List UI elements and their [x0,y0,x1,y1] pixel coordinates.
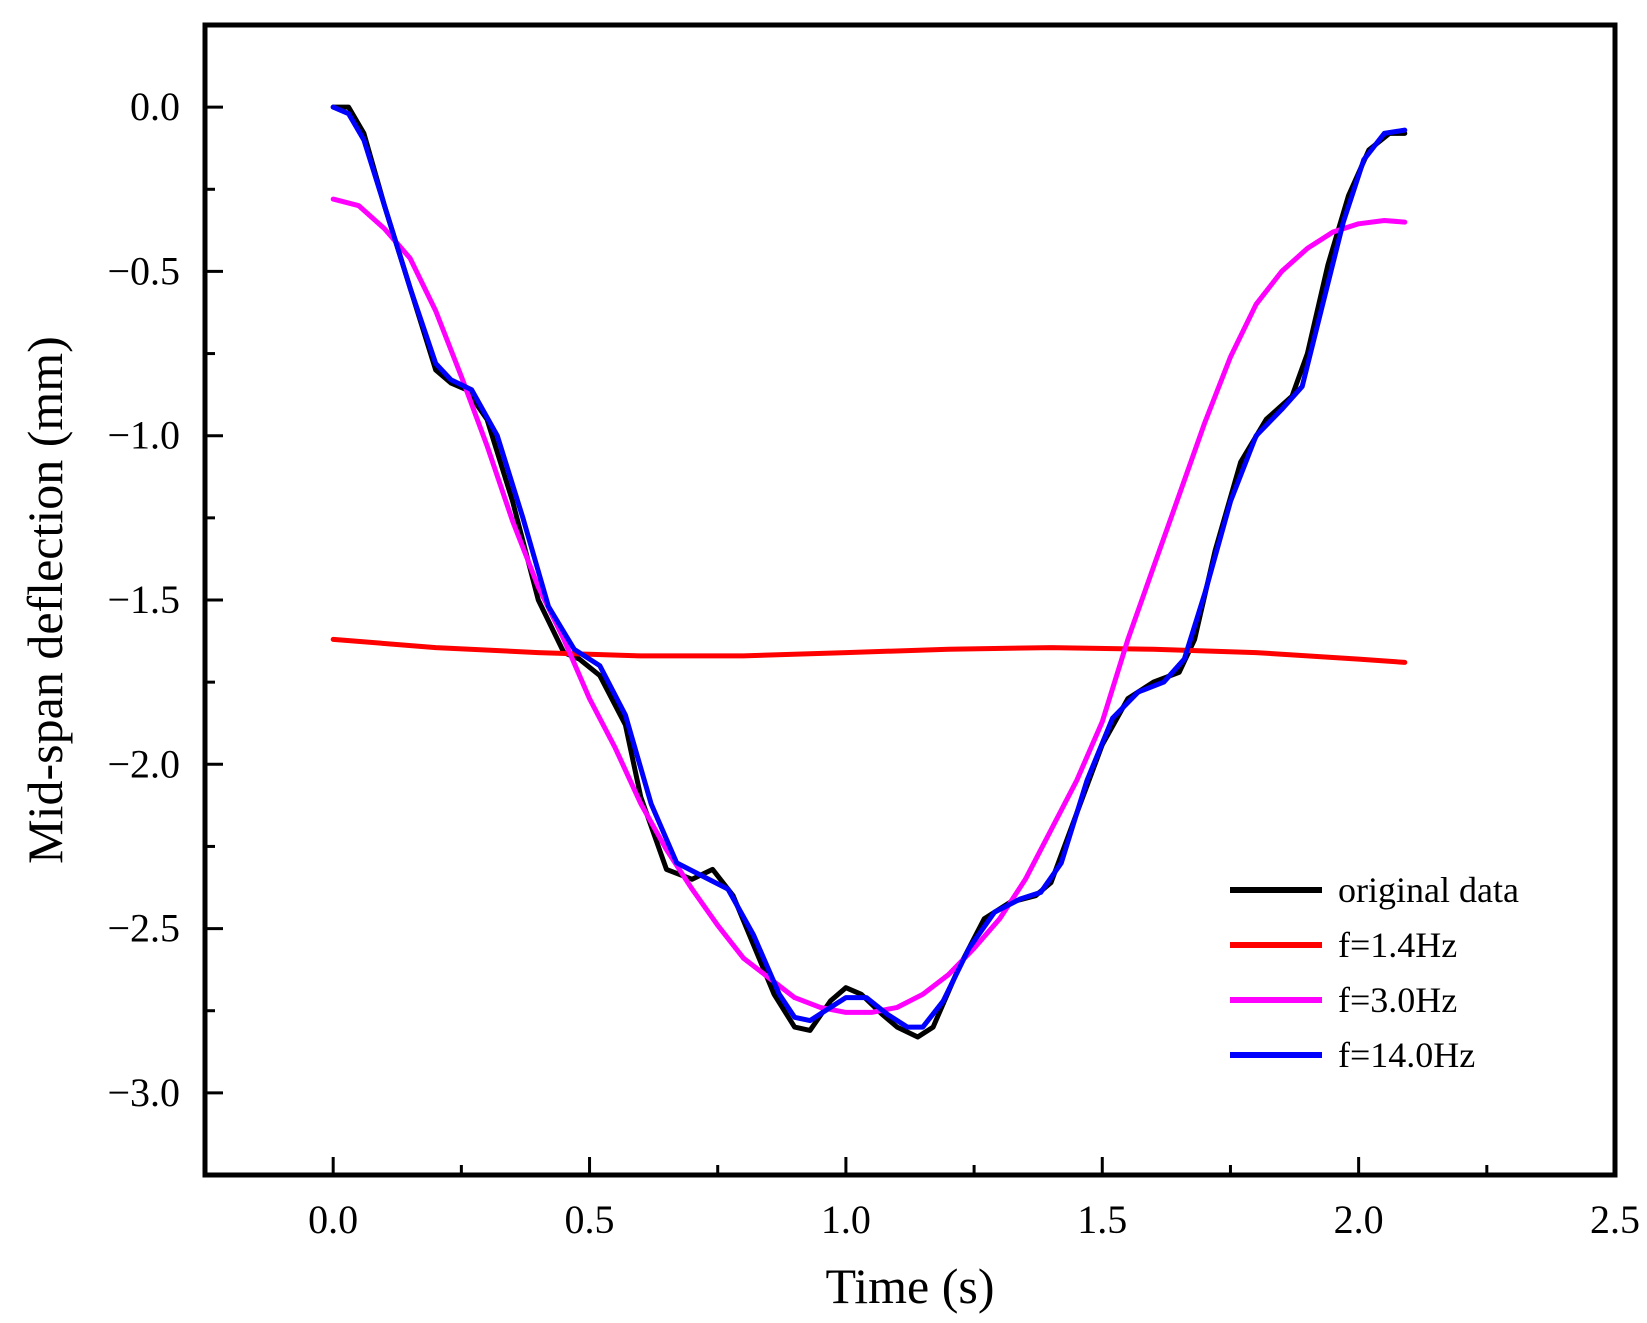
y-tick-label: −1.5 [107,577,180,622]
series-line-3 [330,104,1408,1030]
legend: original data f=1.4Hz f=3.0Hz f=14.0Hz [1230,870,1519,1075]
y-axis-title: Mid-span deflection (mm) [17,336,73,864]
series-line-1 [330,636,1408,665]
legend-label-1: f=1.4Hz [1338,925,1457,965]
x-tick-label: 1.5 [1077,1197,1127,1242]
y-tick-label: −0.5 [107,248,180,293]
y-tick-label: −3.0 [107,1070,180,1115]
x-tick-label: 0.5 [565,1197,615,1242]
ticks-layer: 0.0 0.5 1.0 1.5 2.0 2.5 0.0 −0.5 −1.0 −1.5 −2.0 −2.… [107,84,1640,1242]
y-tick-label: 0.0 [130,84,180,129]
legend-label-3: f=14.0Hz [1338,1035,1475,1075]
legend-label-2: f=3.0Hz [1338,980,1457,1020]
y-tick-label: −2.0 [107,741,180,786]
series-line-0 [330,104,1408,1040]
x-tick-label: 2.0 [1334,1197,1384,1242]
series-line-2 [330,196,1408,1015]
legend-label-0: original data [1338,870,1519,910]
x-tick-label: 2.5 [1590,1197,1640,1242]
y-tick-label: −2.5 [107,906,180,951]
x-tick-label: 0.0 [308,1197,358,1242]
y-tick-label: −1.0 [107,413,180,458]
series-layer [330,104,1408,1040]
x-tick-label: 1.0 [821,1197,871,1242]
x-axis-title: Time (s) [825,1258,994,1314]
